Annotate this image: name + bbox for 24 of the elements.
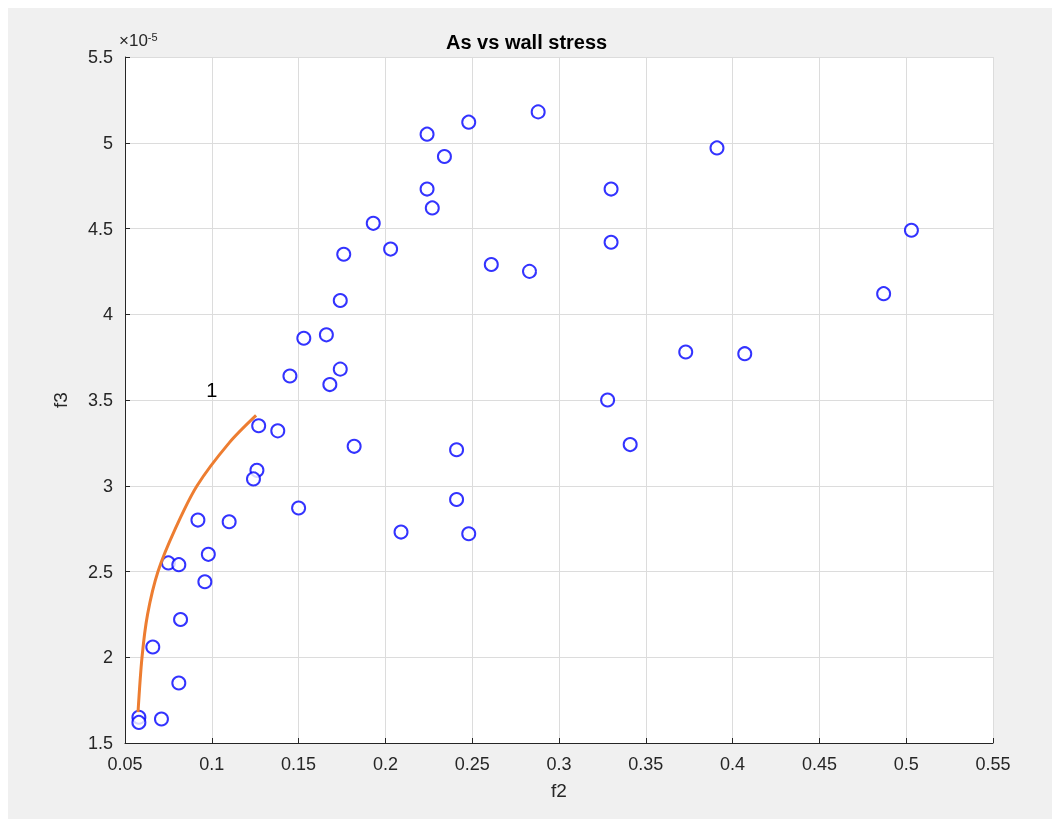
y-tick-label: 3.5: [87, 390, 113, 410]
y-tick-label: 5: [102, 132, 113, 153]
x-tick-label: 0.45: [801, 754, 837, 774]
chart-title: As vs wall stress: [446, 31, 608, 53]
y-tick-label: 2.5: [87, 561, 113, 582]
x-tick-label: 0.2: [372, 754, 398, 774]
x-tick-label: 0.05: [107, 754, 143, 774]
x-tick-label: 0.15: [281, 754, 317, 774]
y-tick-label: 3: [102, 475, 113, 496]
y-tick-label: 4: [102, 304, 113, 325]
x-axis-title: f2: [551, 780, 567, 801]
x-tick-label: 0.5: [893, 754, 919, 774]
y-tick-label: 4.5: [87, 218, 113, 239]
y-tick-label: 5.5: [87, 47, 113, 67]
y-axis-title: f3: [50, 392, 71, 408]
x-tick-label: 0.4: [720, 754, 746, 774]
y-tick-label: 2: [102, 647, 113, 668]
x-tick-label: 0.3: [546, 754, 572, 774]
x-tick-label: 0.35: [628, 754, 664, 774]
x-tick-label: 0.55: [975, 754, 1011, 774]
annotation: 1: [206, 379, 218, 402]
x-tick-label: 0.25: [454, 754, 490, 774]
y-tick-label: 1.5: [87, 733, 113, 753]
x-tick-label: 0.1: [199, 754, 225, 774]
